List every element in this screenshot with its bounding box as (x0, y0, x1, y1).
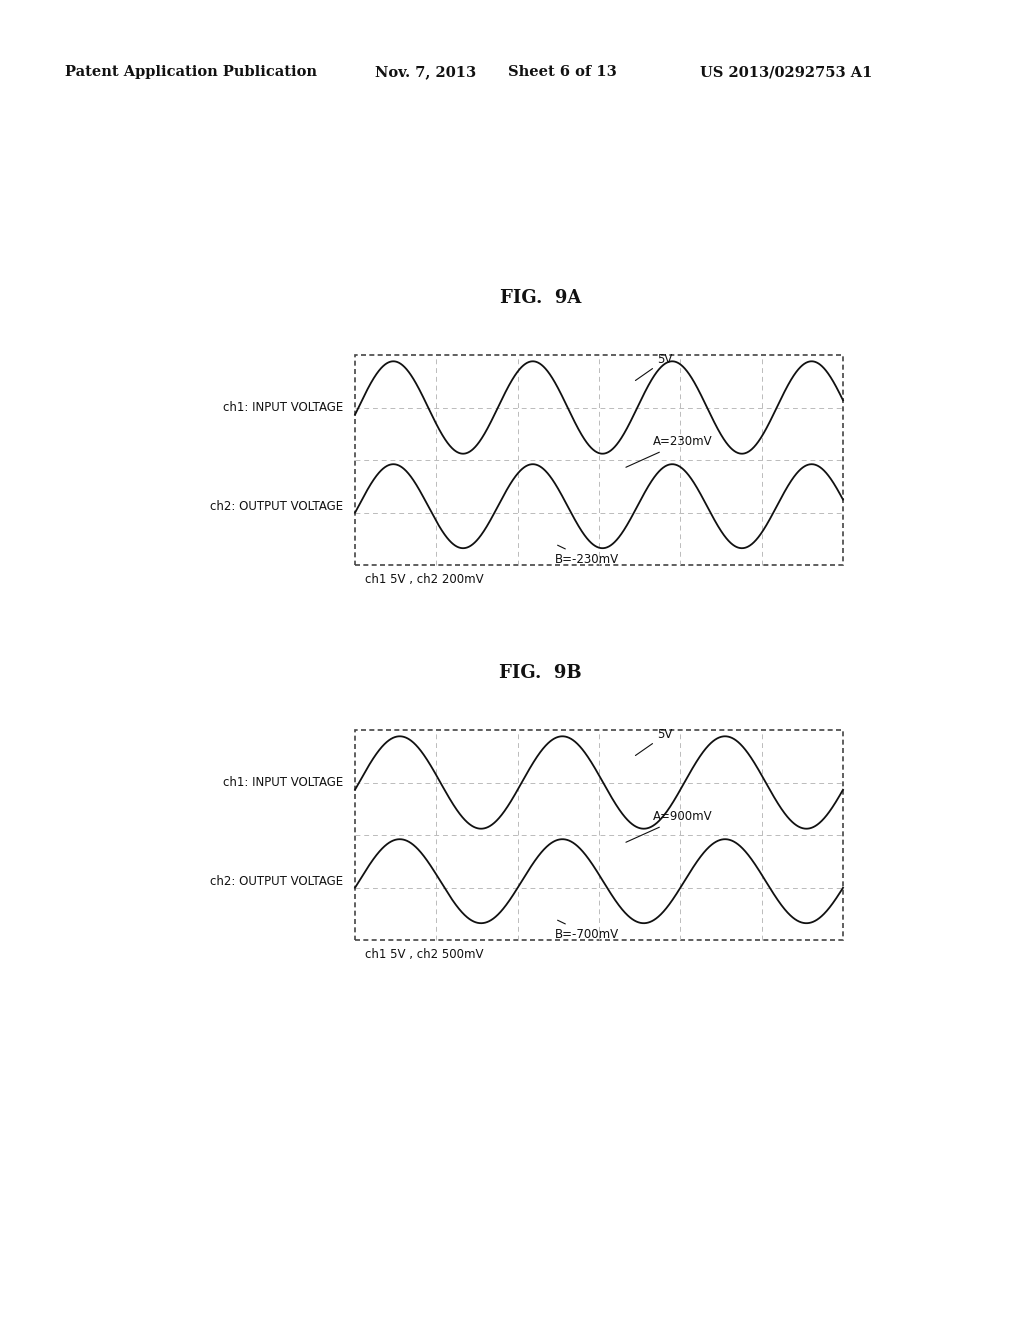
Text: B=-700mV: B=-700mV (555, 920, 620, 941)
Text: FIG.  9B: FIG. 9B (499, 664, 582, 682)
FancyBboxPatch shape (355, 730, 843, 940)
FancyBboxPatch shape (355, 355, 843, 565)
Text: US 2013/0292753 A1: US 2013/0292753 A1 (700, 65, 872, 79)
Text: Patent Application Publication: Patent Application Publication (65, 65, 317, 79)
Text: A=230mV: A=230mV (626, 436, 713, 467)
Text: ch2: OUTPUT VOLTAGE: ch2: OUTPUT VOLTAGE (210, 500, 343, 512)
Text: ch1 5V , ch2 500mV: ch1 5V , ch2 500mV (365, 948, 483, 961)
Text: 5V: 5V (636, 354, 673, 380)
Text: Nov. 7, 2013: Nov. 7, 2013 (375, 65, 476, 79)
Text: ch2: OUTPUT VOLTAGE: ch2: OUTPUT VOLTAGE (210, 875, 343, 887)
Text: ch1: INPUT VOLTAGE: ch1: INPUT VOLTAGE (223, 401, 343, 414)
Text: B=-230mV: B=-230mV (555, 545, 620, 566)
Text: ch1 5V , ch2 200mV: ch1 5V , ch2 200mV (365, 573, 483, 586)
Text: Sheet 6 of 13: Sheet 6 of 13 (508, 65, 616, 79)
Text: 5V: 5V (636, 729, 673, 755)
Text: A=900mV: A=900mV (626, 810, 713, 842)
Text: ch1: INPUT VOLTAGE: ch1: INPUT VOLTAGE (223, 776, 343, 789)
Text: FIG.  9A: FIG. 9A (500, 289, 582, 308)
